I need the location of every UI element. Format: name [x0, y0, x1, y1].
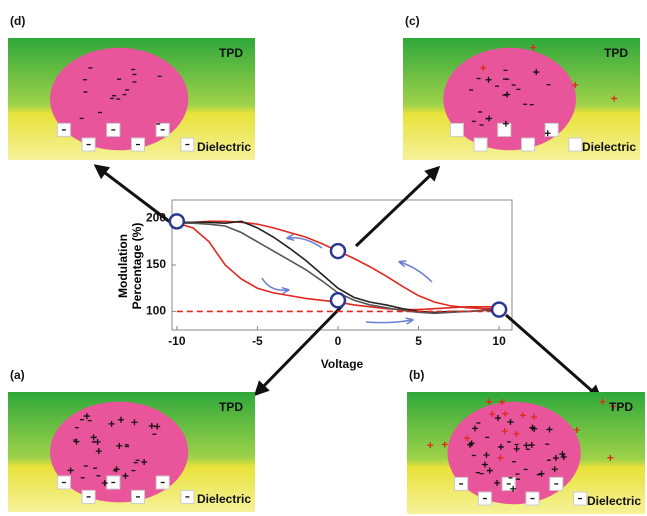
chart: 100 150 200 -10 -5 0 5 10 Voltage (d) TPD Dielectri… [0, 0, 647, 516]
bottom-layer-label: Dielectric [197, 492, 251, 506]
interface-site [522, 138, 535, 151]
highlight-point [492, 303, 506, 317]
x-tick-label: 5 [415, 334, 422, 348]
interface-site [569, 138, 582, 151]
interface-site [474, 138, 487, 151]
bottom-layer-label: Dielectric [197, 140, 251, 154]
x-tick-label: 0 [335, 334, 342, 348]
panel-label: (c) [405, 14, 420, 28]
plot-frame [172, 200, 512, 330]
top-layer-label: TPD [604, 46, 628, 60]
panel: (a) TPD Dielectric [8, 368, 255, 512]
panel: (d) TPD Dielectric [8, 14, 255, 160]
top-layer-label: TPD [219, 400, 243, 414]
y-tick-label: 100 [146, 304, 166, 318]
panel: (b) TPD Dielectric [407, 368, 645, 514]
x-axis-label: Voltage [321, 357, 364, 371]
panel-label: (b) [409, 368, 424, 382]
highlight-point [331, 293, 345, 307]
y-tick-label: 150 [146, 257, 166, 271]
interface-site [498, 123, 511, 136]
bottom-layer-label: Dielectric [582, 140, 636, 154]
x-tick-label: -5 [252, 334, 263, 348]
highlight-point [170, 214, 184, 228]
x-tick-label: -10 [168, 334, 186, 348]
x-tick-label: 10 [492, 334, 506, 348]
bottom-layer-label: Dielectric [587, 494, 641, 508]
interface-site [450, 123, 463, 136]
panel-label: (d) [10, 14, 25, 28]
y-tick-label: 200 [146, 211, 166, 225]
figure: 100 150 200 -10 -5 0 5 10 Voltage (d) TPD Dielectri… [0, 0, 647, 516]
highlight-point [331, 244, 345, 258]
top-layer-label: TPD [609, 400, 633, 414]
panel-label: (a) [10, 368, 25, 382]
y-axis-label: Modulation Percentage (%) [116, 206, 144, 326]
top-layer-label: TPD [219, 46, 243, 60]
panel: (c) TPD Dielectric [403, 14, 640, 160]
